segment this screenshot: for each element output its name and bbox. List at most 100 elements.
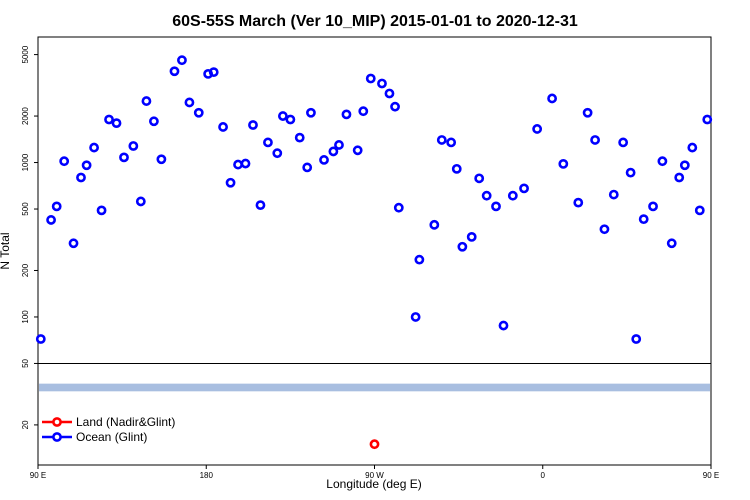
ocean-point <box>687 142 698 153</box>
ocean-point <box>294 132 305 143</box>
ocean-point <box>384 88 395 99</box>
ocean-point <box>149 116 159 127</box>
ocean-point <box>507 190 518 201</box>
ocean-point <box>377 78 387 89</box>
ocean-point <box>365 73 376 84</box>
ocean-point <box>631 334 642 344</box>
ocean-point <box>240 158 251 169</box>
legend-marker <box>52 432 62 442</box>
ocean-point <box>111 118 122 129</box>
ocean-point <box>141 96 152 106</box>
ocean-point <box>208 67 219 78</box>
glint-band <box>39 383 710 392</box>
ocean-point <box>302 162 313 173</box>
ocean-point <box>76 172 86 183</box>
x-axis: 90 E 180 90 W 0 90 E <box>30 465 719 480</box>
ocean-point <box>263 137 273 148</box>
ocean-point <box>466 231 477 242</box>
ocean-point <box>446 137 457 148</box>
ocean-point <box>393 202 404 213</box>
ocean-point <box>474 173 485 184</box>
legend-item: Land (Nadir&Glint) <box>42 415 175 429</box>
ocean-point <box>498 320 509 331</box>
ocean-point <box>532 124 543 134</box>
ocean-point <box>648 201 658 212</box>
legend-marker <box>52 417 62 427</box>
y-tick-label: 200 <box>21 263 30 277</box>
ocean-point <box>135 196 146 207</box>
ocean-point <box>358 106 369 117</box>
ocean-point <box>225 177 236 188</box>
y-tick-label: 2000 <box>21 107 30 125</box>
ocean-point <box>666 238 677 249</box>
ocean-point <box>390 101 400 112</box>
ocean-point <box>169 66 180 77</box>
ocean-point <box>657 156 668 167</box>
ocean-point <box>184 97 195 108</box>
x-tick-label: 0 <box>541 471 546 480</box>
ocean-point <box>96 205 107 216</box>
ocean-point <box>285 114 296 125</box>
ocean-point <box>702 114 713 125</box>
ocean-point <box>81 160 92 171</box>
plot-frame <box>37 36 712 466</box>
ocean-point <box>457 241 468 252</box>
ocean-point <box>46 215 56 225</box>
ocean-point <box>414 254 425 265</box>
ocean-point <box>35 334 46 344</box>
x-axis-label: Longitude (deg E) <box>326 477 421 491</box>
ocean-point <box>410 312 421 322</box>
ocean-point <box>306 107 316 118</box>
y-tick-label: 5000 <box>21 45 30 63</box>
ocean-point <box>51 201 62 212</box>
legend: Land (Nadir&Glint)Ocean (Glint) <box>42 415 175 444</box>
ocean-point <box>674 172 685 183</box>
x-tick-label: 180 <box>200 471 214 480</box>
land-point <box>369 439 380 450</box>
ocean-point <box>193 107 204 118</box>
ocean-point <box>177 55 187 66</box>
ocean-point <box>104 114 114 125</box>
ocean-point <box>694 205 705 216</box>
x-tick-label: 90 E <box>30 471 46 480</box>
ocean-point <box>119 152 129 163</box>
y-axis-label: N Total <box>0 232 12 269</box>
ocean-point <box>277 111 288 121</box>
ocean-point <box>248 120 258 130</box>
ocean-point <box>352 145 363 156</box>
y-axis: 20 50 100 200 500 1000 2000 5000 <box>21 45 38 429</box>
ocean-point <box>558 158 569 169</box>
y-tick-label: 100 <box>21 310 30 324</box>
data-points <box>35 55 713 450</box>
ocean-point <box>679 160 690 171</box>
ocean-point <box>319 155 329 165</box>
ocean-point <box>625 167 636 178</box>
ocean-point <box>255 200 266 211</box>
y-tick-label: 50 <box>21 358 30 367</box>
ocean-point <box>68 238 79 249</box>
x-tick-label: 90 W <box>365 471 384 480</box>
legend-label: Land (Nadir&Glint) <box>76 415 175 429</box>
x-tick-label: 90 E <box>703 471 719 480</box>
legend-label: Ocean (Glint) <box>76 430 147 444</box>
ocean-point <box>590 135 600 145</box>
ocean-point <box>582 107 593 118</box>
ocean-point <box>608 189 619 200</box>
ocean-point <box>156 154 167 165</box>
ocean-point <box>128 141 139 151</box>
ocean-point <box>89 142 99 153</box>
ocean-point <box>59 156 70 167</box>
ocean-point <box>218 122 228 132</box>
ocean-point <box>638 214 649 225</box>
ocean-point <box>334 140 344 150</box>
ocean-point <box>519 183 529 194</box>
ocean-point <box>491 201 501 212</box>
ocean-point <box>436 135 447 145</box>
ocean-point <box>599 224 610 235</box>
ocean-point <box>328 146 339 157</box>
y-tick-label: 1000 <box>21 153 30 171</box>
ocean-point <box>618 137 629 148</box>
ocean-point <box>341 109 352 120</box>
chart-title: 60S-55S March (Ver 10_MIP) 2015-01-01 to… <box>172 13 578 30</box>
ocean-point <box>451 163 462 174</box>
